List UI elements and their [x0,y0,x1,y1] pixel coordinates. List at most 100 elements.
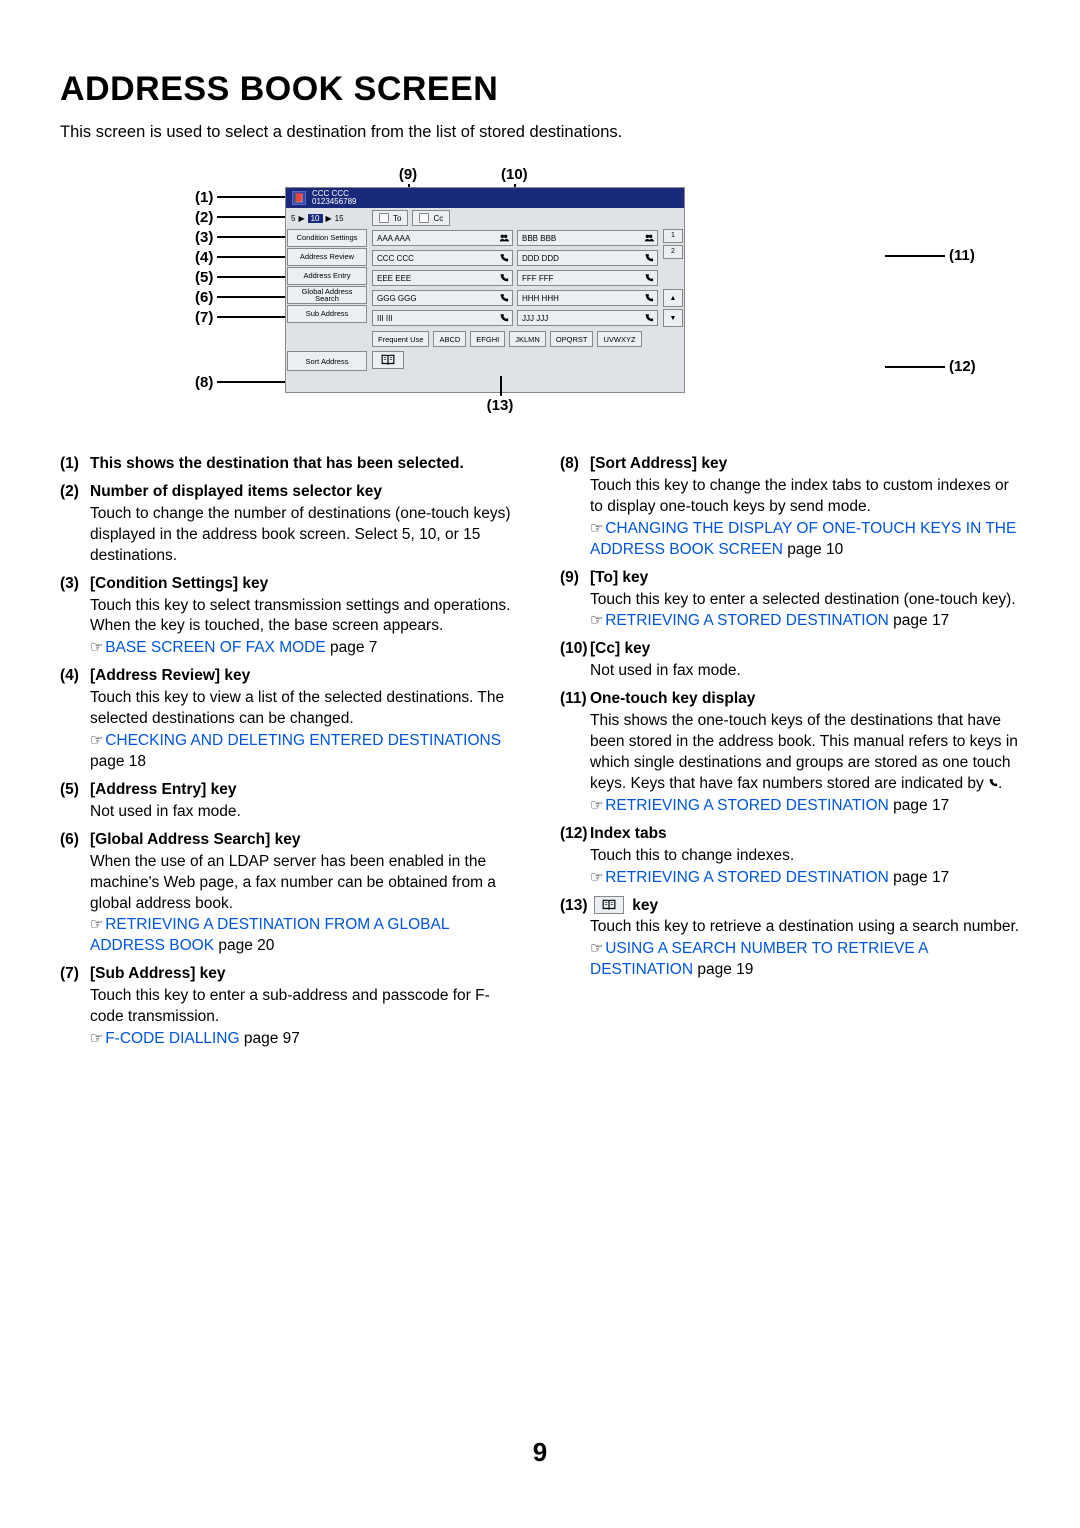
index-tab[interactable]: JKLMN [509,331,546,347]
desc-num: (3) [60,574,90,661]
desc-link-line: ☞ CHECKING AND DELETING ENTERED DESTINAT… [90,731,520,773]
desc-text: Not used in fax mode. [590,661,1020,682]
desc-text: Touch this to change indexes. [590,846,1020,867]
sub-address-button[interactable]: Sub Address [287,305,367,323]
index-tab[interactable]: OPQRST [550,331,594,347]
cc-key[interactable]: Cc [412,210,450,226]
scroll-down-button[interactable]: ▼ [663,309,683,327]
desc-item: (5)[Address Entry] keyNot used in fax mo… [60,780,520,824]
desc-title: [Condition Settings] key [90,574,520,595]
index-tab[interactable]: EFGHI [470,331,505,347]
index-tab[interactable]: UVWXYZ [597,331,641,347]
callout-8: (8) [195,371,285,393]
desc-link-line: ☞ CHANGING THE DISPLAY OF ONE-TOUCH KEYS… [590,519,1020,561]
callout-2: (2) [195,207,285,227]
desc-link-line: ☞ F-CODE DIALLING page 97 [90,1029,520,1050]
desc-text: Touch this key to view a list of the sel… [90,688,520,730]
one-touch-key[interactable]: FFF FFF [517,270,658,286]
index-tabs: Frequent UseABCDEFGHIJKLMNOPQRSTUVWXYZ [286,328,684,350]
desc-num: (11) [560,689,590,818]
search-number-key[interactable] [372,351,404,369]
cross-ref-link[interactable]: BASE SCREEN OF FAX MODE [105,639,326,656]
one-touch-key[interactable]: DDD DDD [517,250,658,266]
desc-text: This shows the one-touch keys of the des… [590,711,1020,795]
desc-title: Index tabs [590,824,1020,845]
desc-title: [To] key [590,568,1020,589]
cross-ref-link[interactable]: CHECKING AND DELETING ENTERED DESTINATIO… [105,732,501,749]
desc-text: Touch this key to enter a sub-address an… [90,986,520,1028]
global-search-button[interactable]: Global Address Search [287,286,367,304]
one-touch-key[interactable]: CCC CCC [372,250,513,266]
index-column: 1 2 ▲ ▼ [662,228,684,328]
desc-item: (4)[Address Review] keyTouch this key to… [60,666,520,774]
callout-1: (1) [195,187,285,207]
desc-item: (12)Index tabsTouch this to change index… [560,824,1020,890]
count-selector[interactable]: 5▶10▶15 [287,209,367,227]
desc-link-line: ☞ RETRIEVING A STORED DESTINATION page 1… [590,611,1020,632]
one-touch-key[interactable]: JJJ JJJ [517,310,658,326]
desc-title: [Address Entry] key [90,780,520,801]
index-page[interactable]: 1 [663,229,683,243]
desc-item: (11)One-touch key displayThis shows the … [560,689,1020,818]
one-touch-key[interactable]: EEE EEE [372,270,513,286]
callout-4: (4) [195,247,285,267]
address-entry-button[interactable]: Address Entry [287,267,367,285]
cross-ref-link[interactable]: RETRIEVING A STORED DESTINATION [605,869,889,886]
desc-text: Touch this key to select transmission se… [90,596,520,638]
callout-13: (13) [487,397,514,414]
one-touch-key[interactable]: GGG GGG [372,290,513,306]
desc-item: (6)[Global Address Search] keyWhen the u… [60,830,520,959]
screen-panel: 📕CCC CCC01234567895▶10▶15ToCcCondition S… [285,187,685,393]
cross-ref-link[interactable]: USING A SEARCH NUMBER TO RETRIEVE A DEST… [590,940,928,978]
desc-item: (3)[Condition Settings] keyTouch this ke… [60,574,520,661]
one-touch-key[interactable]: BBB BBB [517,230,658,246]
callout-7: (7) [195,307,285,327]
desc-num: (2) [60,482,90,568]
cross-ref-link[interactable]: F-CODE DIALLING [105,1030,239,1047]
desc-text: Touch this key to enter a selected desti… [590,590,1020,611]
index-tab[interactable]: ABCD [433,331,466,347]
cross-ref-link[interactable]: RETRIEVING A STORED DESTINATION [605,797,889,814]
page-title: ADDRESS BOOK SCREEN [60,70,1020,109]
callout-11: (11) [885,247,995,264]
desc-link-line: ☞ RETRIEVING A STORED DESTINATION page 1… [590,868,1020,889]
desc-text: Touch to change the number of destinatio… [90,504,520,567]
desc-num: (9) [560,568,590,634]
callout-6: (6) [195,287,285,307]
to-key[interactable]: To [372,210,408,226]
index-tab[interactable]: Frequent Use [372,331,429,347]
desc-text: Not used in fax mode. [90,802,520,823]
desc-num: (4) [60,666,90,774]
right-column: (8)[Sort Address] keyTouch this key to c… [560,454,1020,1057]
desc-num: (12) [560,824,590,890]
address-review-button[interactable]: Address Review [287,248,367,266]
cross-ref-link[interactable]: RETRIEVING A STORED DESTINATION [605,612,889,629]
desc-num: (7) [60,964,90,1051]
desc-link-line: ☞ RETRIEVING A STORED DESTINATION page 1… [590,796,1020,817]
diagram-container: (9) (10) (1)(2)(3)(4)(5)(6)(7)(8) 📕CCC C… [195,166,885,414]
desc-title: [Address Review] key [90,666,520,687]
condition-settings-button[interactable]: Condition Settings [287,229,367,247]
desc-title: [Global Address Search] key [90,830,520,851]
page-number: 9 [0,1437,1080,1468]
desc-item: (10)[Cc] keyNot used in fax mode. [560,639,1020,683]
desc-num: (5) [60,780,90,824]
one-touch-key[interactable]: AAA AAA [372,230,513,246]
one-touch-key[interactable]: HHH HHH [517,290,658,306]
desc-item: (9)[To] keyTouch this key to enter a sel… [560,568,1020,634]
callout-10: (10) [501,166,527,183]
desc-title: Number of displayed items selector key [90,482,520,503]
intro-text: This screen is used to select a destinat… [60,123,1020,142]
desc-title: This shows the destination that has been… [90,454,520,475]
scroll-up-button[interactable]: ▲ [663,289,683,307]
index-page[interactable]: 2 [663,245,683,259]
callout-5: (5) [195,267,285,287]
desc-item: (8)[Sort Address] keyTouch this key to c… [560,454,1020,562]
sort-address-button[interactable]: Sort Address [287,351,367,371]
desc-text: Touch this key to change the index tabs … [590,476,1020,518]
desc-num: (1) [60,454,90,476]
one-touch-key[interactable]: III III [372,310,513,326]
desc-item: (1)This shows the destination that has b… [60,454,520,476]
desc-title: [Sub Address] key [90,964,520,985]
desc-text: When the use of an LDAP server has been … [90,852,520,915]
